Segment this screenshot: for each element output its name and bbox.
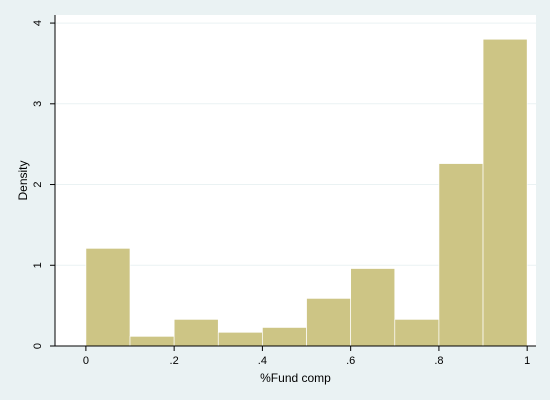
x-axis-title: %Fund comp (260, 371, 331, 385)
y-axis-title: Density (16, 160, 30, 200)
y-tick-label: 3 (32, 101, 44, 107)
histogram-bar (85, 247, 131, 347)
x-tick-label: .2 (170, 355, 179, 367)
x-tick-label: .6 (346, 355, 355, 367)
y-tick-label: 0 (32, 343, 44, 349)
histogram-bar (394, 319, 440, 347)
y-tick-label: 4 (32, 20, 44, 26)
y-tick-label: 1 (32, 262, 44, 268)
bars (85, 38, 528, 347)
x-tick-label: 1 (524, 355, 530, 367)
histogram-bar (262, 327, 307, 347)
x-tick-label: .8 (434, 355, 443, 367)
histogram-bar (306, 298, 352, 347)
histogram-bar (438, 163, 484, 347)
x-tick-label: .4 (258, 355, 267, 367)
x-tick-label: 0 (83, 355, 89, 367)
y-tick-label: 2 (32, 181, 44, 187)
histogram-bar (350, 268, 396, 347)
histogram-bar (129, 335, 175, 347)
axes: 0 1 2 3 4 0 .2 .4 .6 .8 1 (32, 15, 536, 367)
histogram-bar (217, 331, 263, 347)
histogram-bar (482, 38, 528, 347)
histogram-bar (173, 319, 219, 347)
